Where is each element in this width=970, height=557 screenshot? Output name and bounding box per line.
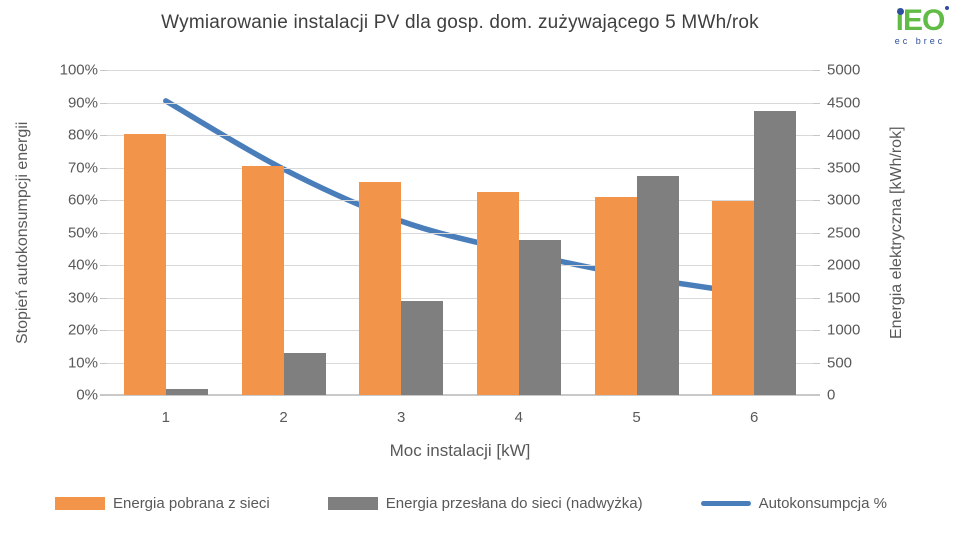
right-tick-mark bbox=[813, 395, 820, 396]
legend-swatch-bar bbox=[55, 497, 105, 510]
right-tick-label: 3000 bbox=[827, 191, 861, 209]
legend-swatch-bar bbox=[327, 497, 378, 510]
right-tick-mark bbox=[813, 330, 820, 331]
x-tick-label: 6 bbox=[749, 409, 759, 426]
x-axis-line bbox=[100, 394, 820, 396]
left-tick-label: 70% bbox=[67, 159, 98, 176]
right-tick-label: 2500 bbox=[827, 224, 861, 241]
left-tick-mark bbox=[100, 265, 107, 266]
right-tick-mark bbox=[813, 102, 820, 104]
bar-segment bbox=[476, 191, 519, 395]
left-tick-mark bbox=[100, 135, 107, 136]
right-tick-label: 2000 bbox=[827, 256, 861, 274]
grid-line bbox=[107, 102, 813, 104]
legend-item: Energia pobrana z sieci bbox=[55, 495, 270, 512]
right-tick-mark bbox=[813, 297, 820, 299]
right-tick-label: 4000 bbox=[827, 126, 861, 144]
legend-label: Energia pobrana z sieci bbox=[113, 495, 270, 512]
ieo-logo-tagline: ec brec bbox=[894, 36, 946, 46]
grid-line bbox=[107, 167, 813, 169]
ieo-logo: iEO ec brec bbox=[888, 6, 952, 46]
right-axis-tick-labels: 0 500 1000 1500 2000 2500 3000 3500 4000 4500 5000 bbox=[827, 62, 889, 404]
right-tick-mark bbox=[813, 362, 820, 364]
grid-line bbox=[107, 265, 813, 266]
left-tick-label: 50% bbox=[67, 224, 98, 241]
left-tick-mark bbox=[100, 200, 107, 201]
logo-trademark-dot bbox=[945, 6, 950, 10]
right-tick-label: 5000 bbox=[827, 61, 861, 79]
left-tick-label: 0% bbox=[76, 386, 98, 404]
legend-item: Autokonsumpcja % bbox=[700, 495, 887, 512]
left-tick-mark bbox=[100, 297, 107, 299]
grid-line bbox=[107, 232, 813, 234]
right-tick-label: 1000 bbox=[827, 321, 861, 339]
x-tick-label: 2 bbox=[279, 409, 288, 426]
bar-segment bbox=[636, 175, 679, 395]
grid-line bbox=[107, 200, 813, 201]
grid-line bbox=[107, 297, 813, 299]
bar-segment bbox=[401, 301, 444, 395]
bar-segment bbox=[754, 110, 797, 395]
right-tick-label: 500 bbox=[827, 354, 853, 371]
left-tick-label: 30% bbox=[67, 289, 98, 306]
legend-label: Autokonsumpcja % bbox=[758, 495, 887, 512]
left-axis-title: Stopień autokonsumpcji energii bbox=[14, 121, 31, 344]
ieo-logo-text: iEO bbox=[895, 4, 950, 37]
left-tick-mark bbox=[100, 395, 107, 396]
right-tick-mark bbox=[813, 265, 820, 266]
left-tick-label: 40% bbox=[67, 256, 98, 274]
left-tick-mark bbox=[100, 70, 107, 71]
left-tick-label: 100% bbox=[59, 61, 98, 79]
grid-line bbox=[107, 70, 813, 71]
left-tick-mark bbox=[100, 167, 107, 169]
legend-swatch-line bbox=[700, 501, 751, 506]
right-tick-mark bbox=[813, 232, 820, 234]
right-tick-mark bbox=[813, 167, 820, 169]
left-tick-label: 60% bbox=[67, 191, 98, 209]
logo-i-dot bbox=[896, 8, 904, 15]
bar-segment bbox=[123, 133, 166, 395]
right-tick-mark bbox=[813, 200, 820, 201]
bar-segment bbox=[165, 388, 208, 395]
bar-segment bbox=[359, 182, 402, 395]
left-tick-mark bbox=[100, 232, 107, 234]
left-tick-label: 80% bbox=[67, 126, 98, 144]
bar-segment bbox=[594, 196, 637, 395]
bar-segment bbox=[241, 165, 284, 395]
ieo-logo-word: iEO bbox=[895, 4, 946, 37]
grid-line bbox=[107, 135, 813, 136]
right-axis-title: Energia elektryczna [kWh/rok] bbox=[888, 126, 905, 339]
left-axis-tick-labels: 0% 10% 20% 30% 40% 50% 60% 70% 80% 90% 100% bbox=[36, 62, 98, 404]
x-tick-label: 1 bbox=[161, 409, 170, 426]
left-tick-mark bbox=[100, 102, 107, 104]
left-tick-mark bbox=[100, 362, 107, 364]
left-tick-mark bbox=[100, 330, 107, 331]
grid-line bbox=[107, 330, 813, 331]
bar-segment bbox=[283, 353, 326, 395]
right-tick-label: 1500 bbox=[827, 289, 861, 306]
legend: Energia pobrana z sieci Energia przesłana… bbox=[55, 495, 887, 512]
left-tick-label: 90% bbox=[67, 94, 98, 111]
right-tick-label: 0 bbox=[827, 386, 836, 404]
x-tick-label: 3 bbox=[396, 409, 406, 426]
x-axis-title: Moc instalacji [kW] bbox=[389, 441, 531, 460]
x-tick-label: 4 bbox=[514, 409, 523, 426]
bar-segment bbox=[518, 240, 561, 395]
x-axis-labels: 1 2 3 4 5 6 bbox=[107, 409, 813, 429]
right-tick-mark bbox=[813, 135, 820, 136]
legend-label: Energia przesłana do sieci (nadwyżka) bbox=[385, 495, 643, 512]
right-tick-label: 4500 bbox=[827, 94, 861, 111]
left-tick-label: 10% bbox=[67, 354, 98, 371]
grid-line bbox=[107, 362, 813, 364]
right-tick-label: 3500 bbox=[827, 159, 861, 176]
chart-title: Wymiarowanie instalacji PV dla gosp. dom… bbox=[161, 12, 759, 33]
left-tick-label: 20% bbox=[67, 321, 98, 339]
bar-segment bbox=[712, 200, 755, 395]
x-tick-label: 5 bbox=[632, 409, 641, 426]
right-tick-mark bbox=[813, 70, 820, 71]
plot-area bbox=[100, 70, 820, 396]
legend-item: Energia przesłana do sieci (nadwyżka) bbox=[327, 495, 643, 512]
